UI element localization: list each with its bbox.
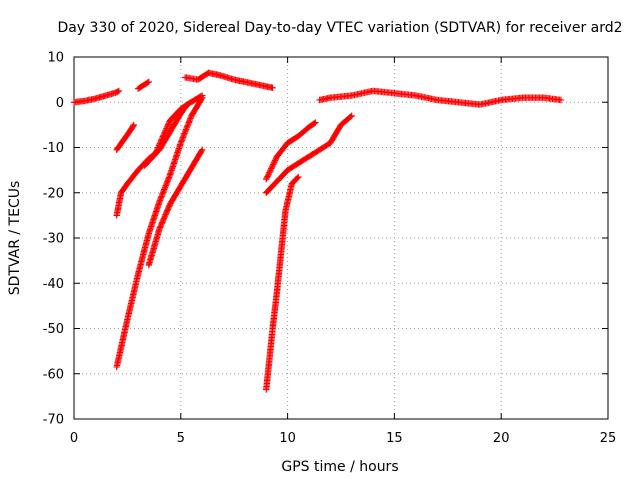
x-tick-label: 15	[386, 431, 403, 446]
grid	[74, 57, 608, 419]
y-tick-label: -60	[43, 367, 64, 382]
y-tick-label: -10	[43, 141, 64, 156]
y-tick-label: 10	[47, 51, 64, 66]
series-cluster-top	[181, 69, 276, 91]
y-tick-label: -20	[43, 186, 64, 201]
x-tick-label: 10	[279, 431, 296, 446]
series-near-zero-late	[316, 87, 565, 108]
series-arc-d	[145, 146, 206, 269]
series-arc-c	[113, 94, 206, 371]
series-arc-e-short	[141, 101, 191, 169]
series-near-zero-early	[70, 78, 152, 106]
y-axis-label: SDTVAR / TECUs	[7, 181, 23, 296]
x-tick-label: 20	[493, 431, 510, 446]
x-tick-label: 5	[177, 431, 185, 446]
y-tick-label: -30	[43, 232, 64, 247]
chart-title: Day 330 of 2020, Sidereal Day-to-day VTE…	[57, 20, 622, 36]
x-tick-label: 25	[600, 431, 617, 446]
y-tick-label: -70	[43, 413, 64, 428]
y-tick-label: -50	[43, 322, 64, 337]
series	[70, 69, 565, 393]
x-tick-label: 0	[70, 431, 78, 446]
axis-ticks: 0 5 10 15 20 25 -70 -60 -50 -40 -30 -20 -10 0 10	[43, 51, 617, 447]
y-tick-label: 0	[56, 96, 64, 111]
y-tick-label: -40	[43, 277, 64, 292]
series-arc-h	[263, 173, 302, 393]
series-arc-a-short	[113, 121, 137, 153]
series-arc-g	[263, 112, 355, 196]
series-arc-f	[263, 119, 319, 183]
x-axis-label: GPS time / hours	[281, 459, 398, 475]
